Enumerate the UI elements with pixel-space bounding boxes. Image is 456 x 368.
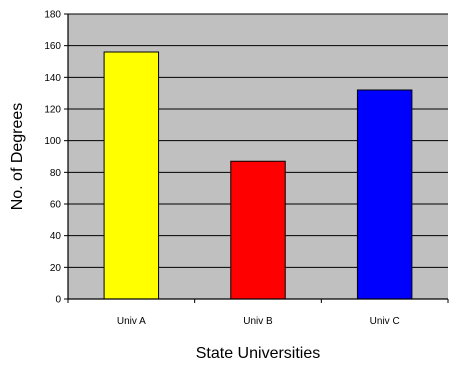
- x-tick-label: Univ A: [117, 316, 146, 327]
- y-axis-title: No. of Degrees: [9, 103, 26, 211]
- y-tick-label: 100: [44, 136, 61, 147]
- y-tick-label: 0: [55, 295, 61, 306]
- x-tick-label: Univ B: [243, 316, 273, 327]
- y-tick-label: 40: [50, 231, 62, 242]
- y-tick-label: 120: [44, 105, 61, 116]
- x-tick-labels: Univ A Univ B Univ C: [117, 316, 400, 327]
- x-tick-label: Univ C: [370, 316, 400, 327]
- y-tick-label: 180: [44, 10, 61, 21]
- y-tick-label: 160: [44, 41, 61, 52]
- axes: [64, 13, 449, 303]
- y-tick-label: 20: [50, 263, 62, 274]
- bar: [103, 51, 160, 300]
- bar: [230, 160, 286, 300]
- x-axis-title: State Universities: [196, 345, 321, 362]
- y-tick-labels: 0 20 40 60 80 100 120 140 160 180: [44, 10, 61, 306]
- y-tick-label: 60: [50, 200, 62, 211]
- bar: [356, 89, 413, 300]
- y-tick-label: 80: [50, 168, 62, 179]
- bars: [103, 51, 413, 300]
- y-tick-label: 140: [44, 73, 61, 84]
